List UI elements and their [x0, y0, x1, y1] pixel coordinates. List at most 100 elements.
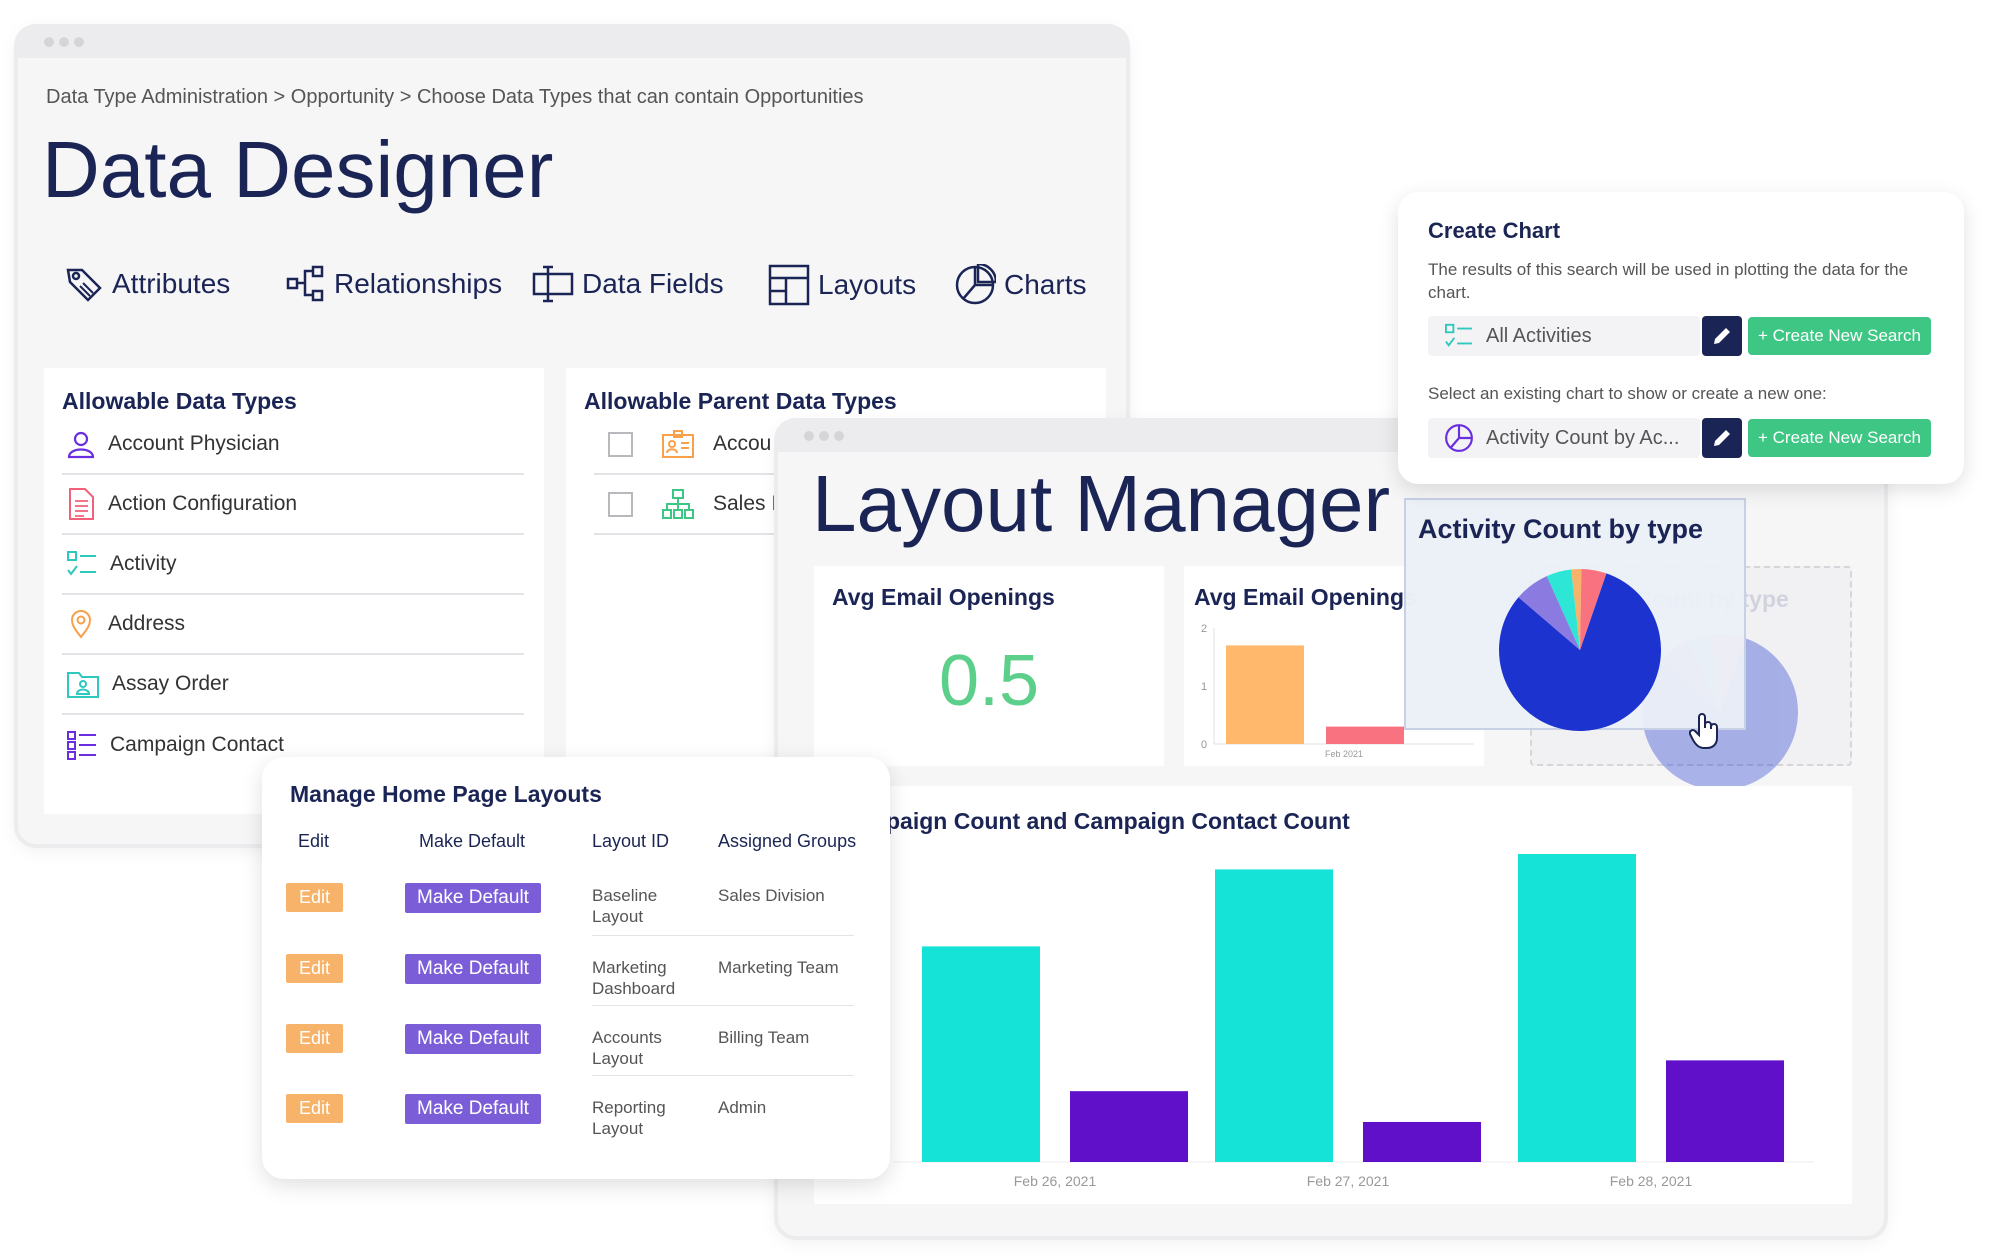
widget-title-text: Avg Email Opening: [1194, 584, 1405, 610]
list-item-label: Campaign Contact: [110, 733, 284, 756]
checkbox[interactable]: [608, 431, 633, 457]
layout-id: Baseline Layout: [592, 886, 658, 926]
edit-chart-button[interactable]: [1702, 418, 1742, 458]
tab-data-fields[interactable]: Data Fields: [532, 264, 724, 304]
widget-title: paign Count and Campaign Contact Count: [886, 808, 1350, 834]
list-item[interactable]: Activity: [62, 535, 524, 595]
make-default-button[interactable]: Make Default: [405, 1094, 541, 1124]
bar: [1326, 726, 1404, 744]
checklist-icon: [67, 551, 96, 576]
hierarchy-icon: [286, 265, 324, 302]
pie-chart: [1499, 569, 1661, 731]
edit-search-button[interactable]: [1702, 316, 1742, 356]
list-item[interactable]: Account Physician: [62, 415, 524, 475]
assigned-groups: Sales Division: [718, 886, 825, 905]
page-title: Layout Manager: [812, 459, 1391, 548]
tab-layouts[interactable]: Layouts: [768, 264, 916, 306]
panel-description: The results of this search will be used …: [1428, 260, 1909, 302]
list-item[interactable]: Assay Order: [62, 655, 524, 715]
panel-title: Create Chart: [1428, 218, 1561, 243]
edit-button[interactable]: Edit: [286, 1024, 344, 1053]
search-select[interactable]: All Activities: [1428, 316, 1700, 356]
checkbox[interactable]: [608, 491, 633, 517]
layout-manager-window: Layout Manager Avg Email Openings 0.5 Av…: [778, 422, 1884, 1236]
y-tick-label: 2: [1201, 623, 1207, 635]
assigned-groups: Billing Team: [718, 1028, 810, 1047]
breadcrumb[interactable]: Data Type Administration > Opportunity >…: [46, 86, 864, 108]
list-icon: [67, 731, 96, 760]
bars: [1226, 645, 1404, 744]
assigned-groups: Admin: [718, 1098, 767, 1117]
campaign-count-chart-widget[interactable]: paign Count and Campaign Contact Count F…: [814, 786, 1852, 1204]
card-title: Allowable Parent Data Types: [584, 388, 897, 414]
id-card-icon: [662, 430, 694, 458]
pie-chart-icon: [955, 264, 996, 305]
pie-slices: [1499, 569, 1661, 731]
make-default-button[interactable]: Make Default: [405, 1024, 541, 1054]
card-title: Allowable Data Types: [62, 388, 297, 414]
org-chart-icon: [662, 489, 694, 519]
widget-title: Avg Email Openings: [832, 584, 1055, 610]
tab-label: Layouts: [818, 269, 917, 300]
pie-slice: [1571, 569, 1582, 650]
x-tick-label: Feb 26, 2021: [1014, 1173, 1097, 1189]
activity-count-by-type-card[interactable]: Activity Count by type: [1404, 498, 1746, 749]
list-item-label: Accou: [713, 432, 772, 455]
y-tick-label: 0: [1201, 739, 1207, 751]
hand-cursor-icon: [1689, 713, 1718, 749]
make-default-button[interactable]: Make Default: [405, 883, 541, 913]
checklist-icon: [1444, 323, 1473, 347]
avg-email-openings-widget[interactable]: Avg Email Openings 0.5: [814, 566, 1164, 766]
tab-label: Attributes: [112, 268, 231, 299]
tab-charts[interactable]: Charts: [954, 264, 1086, 306]
list-item[interactable]: Address: [62, 595, 524, 655]
chart-select[interactable]: Activity Count by Ac...: [1428, 418, 1700, 458]
bar: [1518, 854, 1636, 1162]
campaign-bar-chart: Feb 26, 2021 Feb 27, 2021 Feb 28, 2021: [894, 854, 1814, 1189]
column-header-layout-id: Layout ID: [592, 831, 670, 851]
tab-relationships[interactable]: Relationships: [286, 264, 502, 304]
create-chart-panel: Create Chart The results of this search …: [1398, 192, 1964, 484]
list-item[interactable]: Campaign Contact: [62, 715, 524, 775]
layout-id: Marketing Dashboard: [592, 958, 676, 998]
tab-label: Relationships: [334, 268, 503, 299]
layout-icon: [768, 264, 810, 306]
make-default-button[interactable]: Make Default: [405, 954, 541, 984]
bars: [922, 854, 1784, 1162]
edit-button[interactable]: Edit: [286, 883, 344, 912]
pie-slice: [1518, 576, 1580, 650]
select-value: All Activities: [1486, 324, 1592, 347]
select-chart-label: Select an existing chart to show or crea…: [1428, 384, 1827, 403]
window-dots: [804, 431, 844, 441]
bar: [922, 946, 1040, 1162]
x-tick-labels: Feb 26, 2021 Feb 27, 2021 Feb 28, 2021: [1014, 1173, 1693, 1189]
y-tick-label: 1: [1201, 681, 1207, 693]
x-tick-label: Feb 28, 2021: [1610, 1173, 1693, 1189]
edit-button[interactable]: Edit: [286, 1094, 344, 1123]
allowable-data-types-card: Allowable Data Types Account Physician A…: [44, 368, 544, 814]
list-item-label: Assay Order: [112, 672, 229, 695]
list-item[interactable]: Action Configuration: [62, 475, 524, 535]
column-header-make-default: Make Default: [419, 831, 526, 851]
location-pin-icon: [70, 610, 92, 639]
edit-button[interactable]: Edit: [286, 954, 344, 983]
pie-slice: [1580, 569, 1607, 650]
column-header-assigned-groups: Assigned Groups: [718, 831, 857, 851]
list-item-label: Address: [108, 612, 186, 635]
document-icon: [69, 488, 94, 520]
create-new-search-button[interactable]: + Create New Search: [1748, 317, 1931, 355]
tab-attributes[interactable]: Attributes: [64, 264, 230, 304]
list-item-label: Sales I: [713, 492, 778, 515]
text-field-icon: [532, 265, 574, 303]
pie-slice: [1546, 569, 1580, 650]
x-tick-label: Feb 27, 2021: [1307, 1173, 1390, 1189]
bar: [1070, 1091, 1188, 1162]
tab-label: Charts: [1004, 269, 1087, 300]
y-axis-ticks: 2 1 0: [1201, 623, 1207, 751]
column-header-edit: Edit: [298, 831, 330, 851]
manage-home-layouts-panel: Manage Home Page Layouts Edit Make Defau…: [262, 757, 890, 1179]
metric-value: 0.5: [938, 641, 1040, 721]
bar: [1666, 1060, 1784, 1162]
create-new-search-button-2[interactable]: + Create New Search: [1748, 419, 1931, 457]
pencil-icon: [1714, 328, 1730, 344]
